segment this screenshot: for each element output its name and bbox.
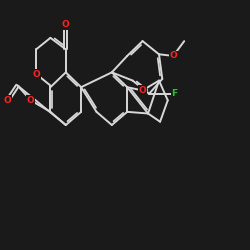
Text: O: O <box>32 70 40 78</box>
Text: O: O <box>139 86 146 95</box>
Text: O: O <box>62 20 70 29</box>
Text: O: O <box>4 96 12 105</box>
Text: O: O <box>169 52 177 60</box>
Text: F: F <box>171 89 177 98</box>
Text: O: O <box>27 96 34 105</box>
